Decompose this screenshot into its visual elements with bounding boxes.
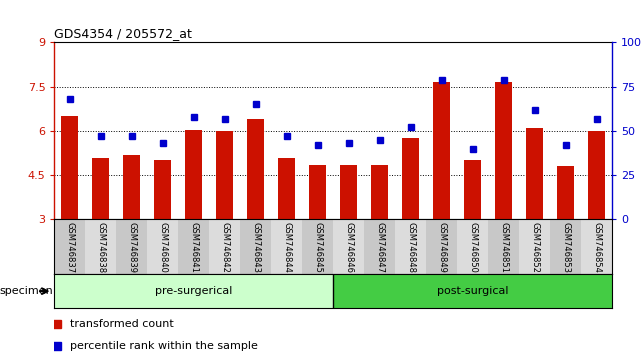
Bar [54, 274, 333, 308]
Text: GSM746845: GSM746845 [313, 222, 322, 273]
Text: GSM746840: GSM746840 [158, 222, 167, 273]
Bar [588, 131, 605, 219]
Bar [426, 219, 457, 274]
Text: GSM746854: GSM746854 [592, 222, 601, 273]
Bar [495, 82, 512, 219]
Bar [92, 158, 110, 219]
Bar [340, 165, 357, 219]
Text: GSM746838: GSM746838 [96, 222, 106, 273]
Bar [364, 219, 395, 274]
Bar [457, 219, 488, 274]
Bar [62, 116, 78, 219]
Bar [333, 274, 612, 308]
Text: GSM746846: GSM746846 [344, 222, 353, 273]
Bar [185, 130, 203, 219]
Bar [581, 219, 612, 274]
Text: specimen: specimen [0, 286, 53, 296]
Text: GSM746848: GSM746848 [406, 222, 415, 273]
Bar [178, 219, 210, 274]
Bar [371, 165, 388, 219]
Text: GSM746852: GSM746852 [530, 222, 539, 273]
Bar [278, 158, 296, 219]
Bar [557, 166, 574, 219]
Text: GSM746853: GSM746853 [561, 222, 570, 273]
Bar [210, 219, 240, 274]
Bar [519, 219, 550, 274]
Bar [154, 160, 171, 219]
Bar [464, 160, 481, 219]
Bar [403, 138, 419, 219]
Text: GSM746837: GSM746837 [65, 222, 74, 273]
Bar [85, 219, 117, 274]
Text: GSM746843: GSM746843 [251, 222, 260, 273]
Text: GSM746844: GSM746844 [282, 222, 292, 273]
Bar [54, 219, 85, 274]
Bar [117, 219, 147, 274]
Text: post-surgical: post-surgical [437, 286, 508, 296]
Text: GSM746847: GSM746847 [375, 222, 385, 273]
Text: GSM746842: GSM746842 [221, 222, 229, 273]
Bar [395, 219, 426, 274]
Bar [333, 219, 364, 274]
Bar [488, 219, 519, 274]
Text: GSM746850: GSM746850 [468, 222, 478, 273]
Text: GSM746849: GSM746849 [437, 222, 446, 273]
Bar [240, 219, 271, 274]
Text: GSM746839: GSM746839 [128, 222, 137, 273]
Bar [147, 219, 178, 274]
Text: GSM746851: GSM746851 [499, 222, 508, 273]
Bar [271, 219, 303, 274]
Bar [550, 219, 581, 274]
Text: GSM746841: GSM746841 [189, 222, 199, 273]
Bar [310, 165, 326, 219]
Text: transformed count: transformed count [70, 319, 174, 329]
Text: GDS4354 / 205572_at: GDS4354 / 205572_at [54, 27, 192, 40]
Bar [124, 155, 140, 219]
Bar [303, 219, 333, 274]
Bar [433, 82, 450, 219]
Text: percentile rank within the sample: percentile rank within the sample [70, 341, 258, 350]
Bar [217, 131, 233, 219]
Bar [247, 119, 264, 219]
Text: pre-surgerical: pre-surgerical [155, 286, 233, 296]
Bar [526, 128, 543, 219]
